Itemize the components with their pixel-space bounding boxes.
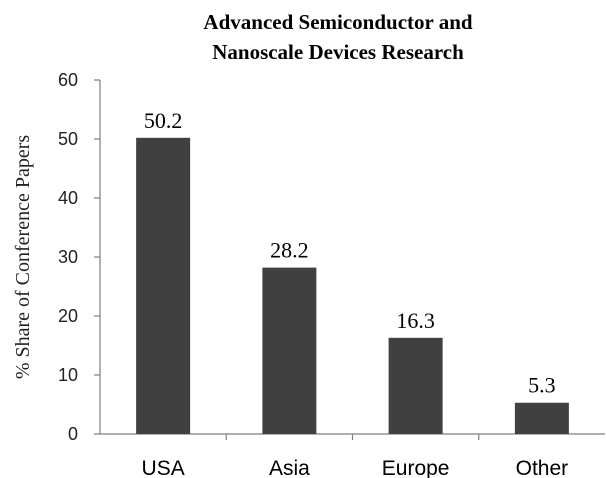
- data-labels: 50.2 28.2 16.3 5.3: [144, 108, 556, 398]
- y-tick-label: 30: [58, 247, 78, 267]
- x-axis-ticks: USA Asia Europe Other: [142, 434, 569, 478]
- data-label-europe: 16.3: [396, 308, 435, 333]
- x-tick-label-asia: Asia: [269, 457, 310, 478]
- y-tick-label: 10: [58, 365, 78, 385]
- data-label-other: 5.3: [528, 373, 556, 398]
- bars: [136, 137, 569, 434]
- y-tick-label: 60: [58, 70, 78, 90]
- y-axis-ticks: 0 10 20 30 40 50 60: [58, 70, 100, 444]
- bar-asia: [262, 267, 317, 434]
- y-tick-label: 0: [68, 424, 78, 444]
- y-tick-label: 50: [58, 129, 78, 149]
- x-tick-label-europe: Europe: [382, 457, 450, 478]
- x-tick-label-other: Other: [516, 457, 569, 478]
- chart-title-line-1: Advanced Semiconductor and: [203, 10, 472, 34]
- y-tick-label: 20: [58, 306, 78, 326]
- chart-title-line-2: Nanoscale Devices Research: [212, 40, 464, 64]
- bar-europe: [388, 337, 443, 434]
- data-label-usa: 50.2: [144, 108, 183, 133]
- y-tick-label: 40: [58, 188, 78, 208]
- bar-usa: [136, 137, 191, 434]
- x-tick-label-usa: USA: [142, 457, 185, 478]
- bar-other: [514, 402, 569, 434]
- data-label-asia: 28.2: [270, 238, 309, 263]
- y-axis-label: % Share of Conference Papers: [12, 135, 34, 380]
